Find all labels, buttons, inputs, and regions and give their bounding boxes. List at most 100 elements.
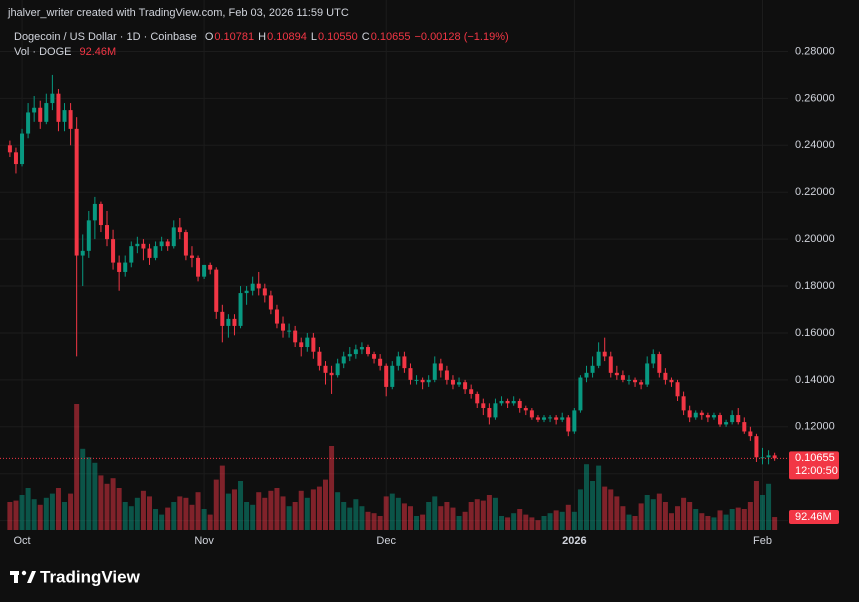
y-tick-label: 0.20000 xyxy=(795,233,835,245)
candle-body xyxy=(542,417,547,420)
volume-bar xyxy=(711,517,717,530)
candle-body xyxy=(274,309,279,324)
candle-body xyxy=(74,128,79,256)
volume-bar xyxy=(444,502,450,530)
candle-body xyxy=(129,246,134,263)
volume-bar xyxy=(596,465,602,530)
volume-bar xyxy=(347,507,353,530)
volume-bar xyxy=(407,506,413,530)
candle-body xyxy=(80,250,85,256)
y-tick-label: 0.24000 xyxy=(795,139,835,151)
legend: Dogecoin / US Dollar · 1D · Coinbase O 0.… xyxy=(14,31,509,43)
candle-body xyxy=(487,408,492,418)
candle-body xyxy=(281,323,286,331)
volume-bar xyxy=(541,516,547,530)
volume-bar xyxy=(195,492,201,530)
brand-name: TradingView xyxy=(40,567,141,586)
volume-bar xyxy=(55,488,61,530)
candle-body xyxy=(232,318,237,326)
volume-bar xyxy=(414,516,420,530)
volume-bar xyxy=(626,514,632,530)
volume-bar xyxy=(723,514,729,530)
volume-value: 92.46M xyxy=(79,46,117,58)
volume-bar xyxy=(395,497,401,530)
x-tick-label: 2026 xyxy=(562,535,586,547)
volume-bar xyxy=(602,486,608,530)
volume-bar xyxy=(304,497,310,530)
volume-bar xyxy=(250,504,256,530)
volume-axis-label: 92.46M xyxy=(795,511,832,523)
volume-bar xyxy=(183,497,189,530)
candle-body xyxy=(475,393,480,404)
candle-body xyxy=(196,257,201,277)
volume-bar xyxy=(535,520,541,530)
volume-bar xyxy=(280,496,286,530)
candle-body xyxy=(98,203,103,226)
volume-bar xyxy=(80,448,86,530)
ohlc-value: 0.10655 xyxy=(370,31,411,43)
candle-body xyxy=(408,368,413,380)
candle-body xyxy=(384,365,389,387)
candle-body xyxy=(548,417,553,419)
volume-bar xyxy=(219,465,225,530)
change: −0.00128 (−1.19%) xyxy=(414,31,509,43)
candle-body xyxy=(92,203,97,221)
candle-body xyxy=(681,396,686,411)
volume-bar xyxy=(140,490,146,530)
volume-bar xyxy=(523,514,529,530)
candle-body xyxy=(414,379,419,381)
volume-bar xyxy=(165,507,171,530)
volume-bar xyxy=(766,483,772,530)
volume-bar xyxy=(292,502,298,530)
y-tick-label: 0.14000 xyxy=(795,374,835,386)
candle-body xyxy=(760,457,765,459)
candle-body xyxy=(105,225,110,240)
candle-body xyxy=(250,283,255,291)
volume-bar xyxy=(19,495,25,530)
candle-body xyxy=(705,415,710,418)
volume-bar xyxy=(650,499,656,530)
volume-bar xyxy=(25,488,31,530)
volume-bar xyxy=(462,511,468,530)
volume-bar xyxy=(256,492,262,530)
candle-body xyxy=(736,415,741,423)
candle-body xyxy=(311,337,316,352)
volume-bar xyxy=(341,502,347,530)
candle-body xyxy=(56,93,61,122)
candle-body xyxy=(323,365,328,373)
y-tick-label: 0.26000 xyxy=(795,92,835,104)
candle-body xyxy=(457,382,462,385)
x-tick-label: Dec xyxy=(376,535,396,547)
volume-bar xyxy=(420,514,426,530)
volume-bar xyxy=(134,497,140,530)
ohlc-key: L xyxy=(310,31,317,43)
volume-bar xyxy=(760,495,766,530)
ohlc: O 0.10781 H 0.10894 L 0.10550 C 0.10655 xyxy=(205,31,411,43)
price-label-box xyxy=(789,451,839,480)
candle-body xyxy=(183,232,188,256)
volume-bar xyxy=(559,511,565,530)
candle-body xyxy=(535,417,540,420)
candle-body xyxy=(141,243,146,249)
volume-bar xyxy=(565,504,571,530)
volume-bar xyxy=(426,502,432,530)
candle-body xyxy=(711,415,716,418)
volume-bar xyxy=(377,516,383,530)
candle-body xyxy=(572,410,577,432)
candle-body xyxy=(256,283,261,289)
candle-body xyxy=(372,354,377,359)
volume-bar xyxy=(207,514,213,530)
volume-bar xyxy=(577,489,583,530)
x-tick-label: Oct xyxy=(13,535,30,547)
volume-bar xyxy=(262,497,268,530)
volume-bar xyxy=(401,503,407,530)
candle-body xyxy=(353,349,358,355)
volume-bar xyxy=(238,481,244,530)
volume-bar xyxy=(499,516,505,530)
volume-bar xyxy=(590,481,596,530)
volume-bar xyxy=(153,509,159,530)
volume-bar xyxy=(729,509,735,530)
volume-bar xyxy=(298,490,304,530)
volume-bar xyxy=(7,502,13,530)
candle-body xyxy=(699,412,704,416)
